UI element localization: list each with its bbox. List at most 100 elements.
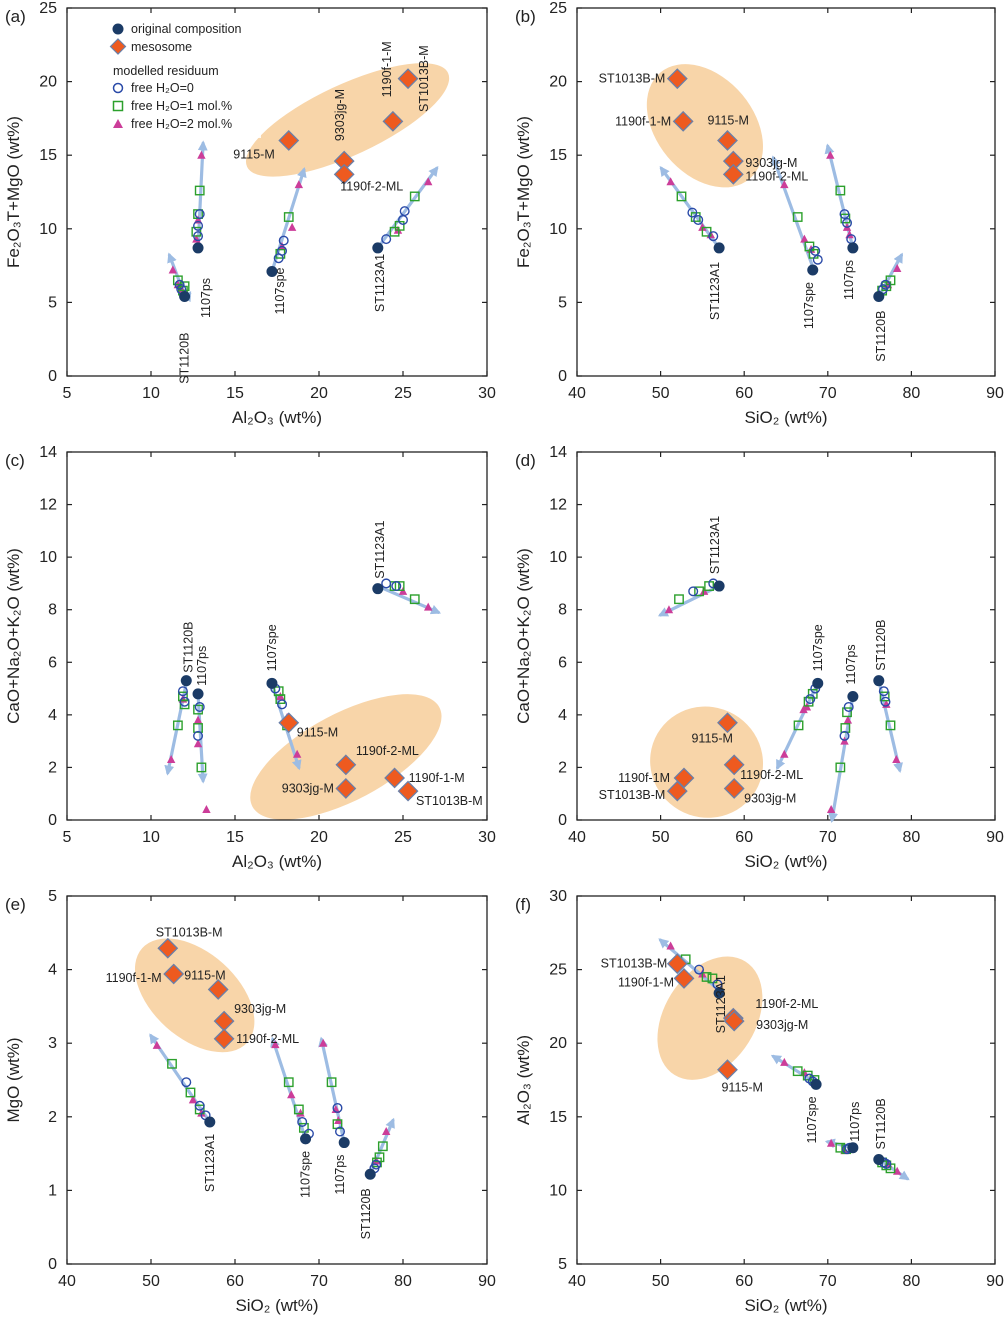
point-free-h2o-0 [335, 1126, 346, 1137]
point-free-h2o-2 [202, 804, 211, 813]
point-mesosome [723, 754, 745, 776]
point-original [807, 264, 819, 276]
point-free-h2o-1 [701, 226, 712, 237]
y-tick-label: 1 [48, 1182, 57, 1199]
mesosome-label: 1190f-1-M [615, 114, 671, 128]
point-free-h2o-0 [181, 1077, 192, 1088]
point-free-h2o-1 [409, 594, 420, 605]
sample-label: ST1123A1 [373, 520, 387, 578]
point-free-h2o-1 [293, 1104, 304, 1115]
y-tick-label: 0 [48, 812, 57, 829]
mesosome-label: ST1013B-M [156, 925, 223, 939]
point-original [713, 242, 725, 254]
trend-arrow [877, 1157, 910, 1181]
mesosome-label: ST1013B-M [601, 957, 668, 971]
x-tick-label: 60 [735, 829, 753, 846]
sample-label: 1107spe [802, 282, 816, 329]
point-original [204, 1116, 216, 1128]
y-tick-label: 4 [48, 962, 57, 979]
point-original [713, 580, 725, 592]
mesosome-field [650, 706, 764, 818]
point-mesosome [666, 780, 688, 802]
point-free-h2o-0 [805, 694, 816, 705]
point-free-h2o-2 [698, 222, 707, 231]
y-tick-label: 8 [558, 602, 567, 619]
series-ST1123A1: ST1123A1 [372, 166, 439, 312]
point-free-h2o-1 [194, 185, 205, 196]
point-mesosome [278, 130, 300, 151]
sample-label: ST1120B [874, 311, 888, 362]
series-1107spe: 1107spe [770, 1054, 822, 1143]
point-free-h2o-1 [707, 973, 718, 984]
point-free-h2o-1 [389, 226, 400, 237]
point-original [847, 1142, 859, 1154]
sample-label: 1107spe [805, 1096, 819, 1143]
legend-h0-marker [112, 82, 124, 94]
plot-frame [66, 7, 488, 377]
sample-label: ST1120B [874, 619, 888, 670]
point-mesosome [207, 979, 229, 1000]
x-tick-label: 50 [652, 1273, 670, 1290]
point-free-h2o-1 [840, 213, 851, 224]
x-tick-label: 30 [478, 385, 496, 402]
y-tick-label: 4 [48, 707, 57, 724]
x-tick-label: 15 [226, 385, 244, 402]
mesosome-label: 9115-M [721, 1081, 762, 1095]
point-free-h2o-0 [810, 245, 821, 256]
point-free-h2o-2 [892, 264, 902, 273]
mesosome-label: 9115-M [707, 113, 748, 127]
panel-b: 40 50 60 70 80 90 0 5 10 15 20 25 SiO₂ (wt%) Fe₂O₃T+M… [514, 0, 1004, 427]
series-ST1120B: ST1120B [873, 619, 903, 773]
x-tick-label: 60 [735, 385, 753, 402]
x-tick-label: 90 [986, 829, 1004, 846]
sample-label: ST1123A1 [708, 516, 722, 574]
point-free-h2o-1 [885, 720, 896, 731]
x-tick-label: 15 [226, 829, 244, 846]
mesosome-label: 9115-M [184, 968, 225, 982]
x-tick-label: 70 [819, 385, 837, 402]
x-axis-label: SiO₂ (wt%) [744, 408, 827, 427]
mesosome-field [134, 938, 255, 1053]
point-free-h2o-1 [193, 704, 203, 715]
point-free-h2o-0 [194, 1100, 205, 1111]
point-mesosome [717, 712, 738, 734]
point-free-h2o-0 [177, 686, 188, 697]
legend-h2-marker [113, 119, 123, 128]
y-tick-label: 25 [549, 0, 567, 17]
point-original [192, 242, 204, 254]
point-free-h2o-2 [319, 1038, 328, 1047]
point-mesosome [666, 68, 688, 90]
y-tick-label: 5 [558, 1256, 567, 1273]
sample-label: 1107ps [199, 278, 213, 318]
y-tick-label: 0 [558, 368, 567, 385]
sample-label: 1107spe [811, 624, 825, 671]
y-axis-label: CaO+Na₂O+K₂O (wt%) [514, 548, 533, 724]
y-tick-label: 15 [549, 147, 567, 164]
panel-label: (e) [5, 895, 26, 914]
x-tick-label: 40 [568, 1273, 586, 1290]
sample-label: 1107ps [844, 644, 858, 684]
x-axis-label: SiO₂ (wt%) [235, 1296, 318, 1315]
x-tick-label: 90 [478, 1273, 496, 1290]
point-mesosome [666, 953, 688, 975]
point-free-h2o-1 [167, 1058, 177, 1069]
point-free-h2o-2 [780, 180, 789, 189]
point-free-h2o-0 [694, 964, 705, 975]
point-original [873, 675, 885, 687]
y-tick-label: 10 [549, 221, 567, 238]
point-mesosome [397, 780, 419, 802]
trend-arrow [368, 1117, 395, 1176]
y-tick-label: 15 [39, 147, 57, 164]
x-tick-label: 5 [63, 385, 72, 402]
series-1107spe: 1107spe [266, 167, 307, 315]
y-tick-label: 0 [48, 1256, 57, 1273]
point-free-h2o-0 [174, 279, 185, 290]
sample-label: ST1120B [359, 1188, 373, 1239]
legend: original composition mesosome modelled r… [103, 14, 261, 138]
x-tick-label: 10 [142, 829, 160, 846]
sample-label: ST1120B [178, 333, 192, 384]
y-tick-label: 12 [39, 497, 57, 514]
x-tick-label: 50 [652, 385, 670, 402]
panel-e: 40 50 60 70 80 90 0 1 2 3 4 5 SiO₂ (wt%) MgO (wt%) (e)… [4, 888, 496, 1315]
